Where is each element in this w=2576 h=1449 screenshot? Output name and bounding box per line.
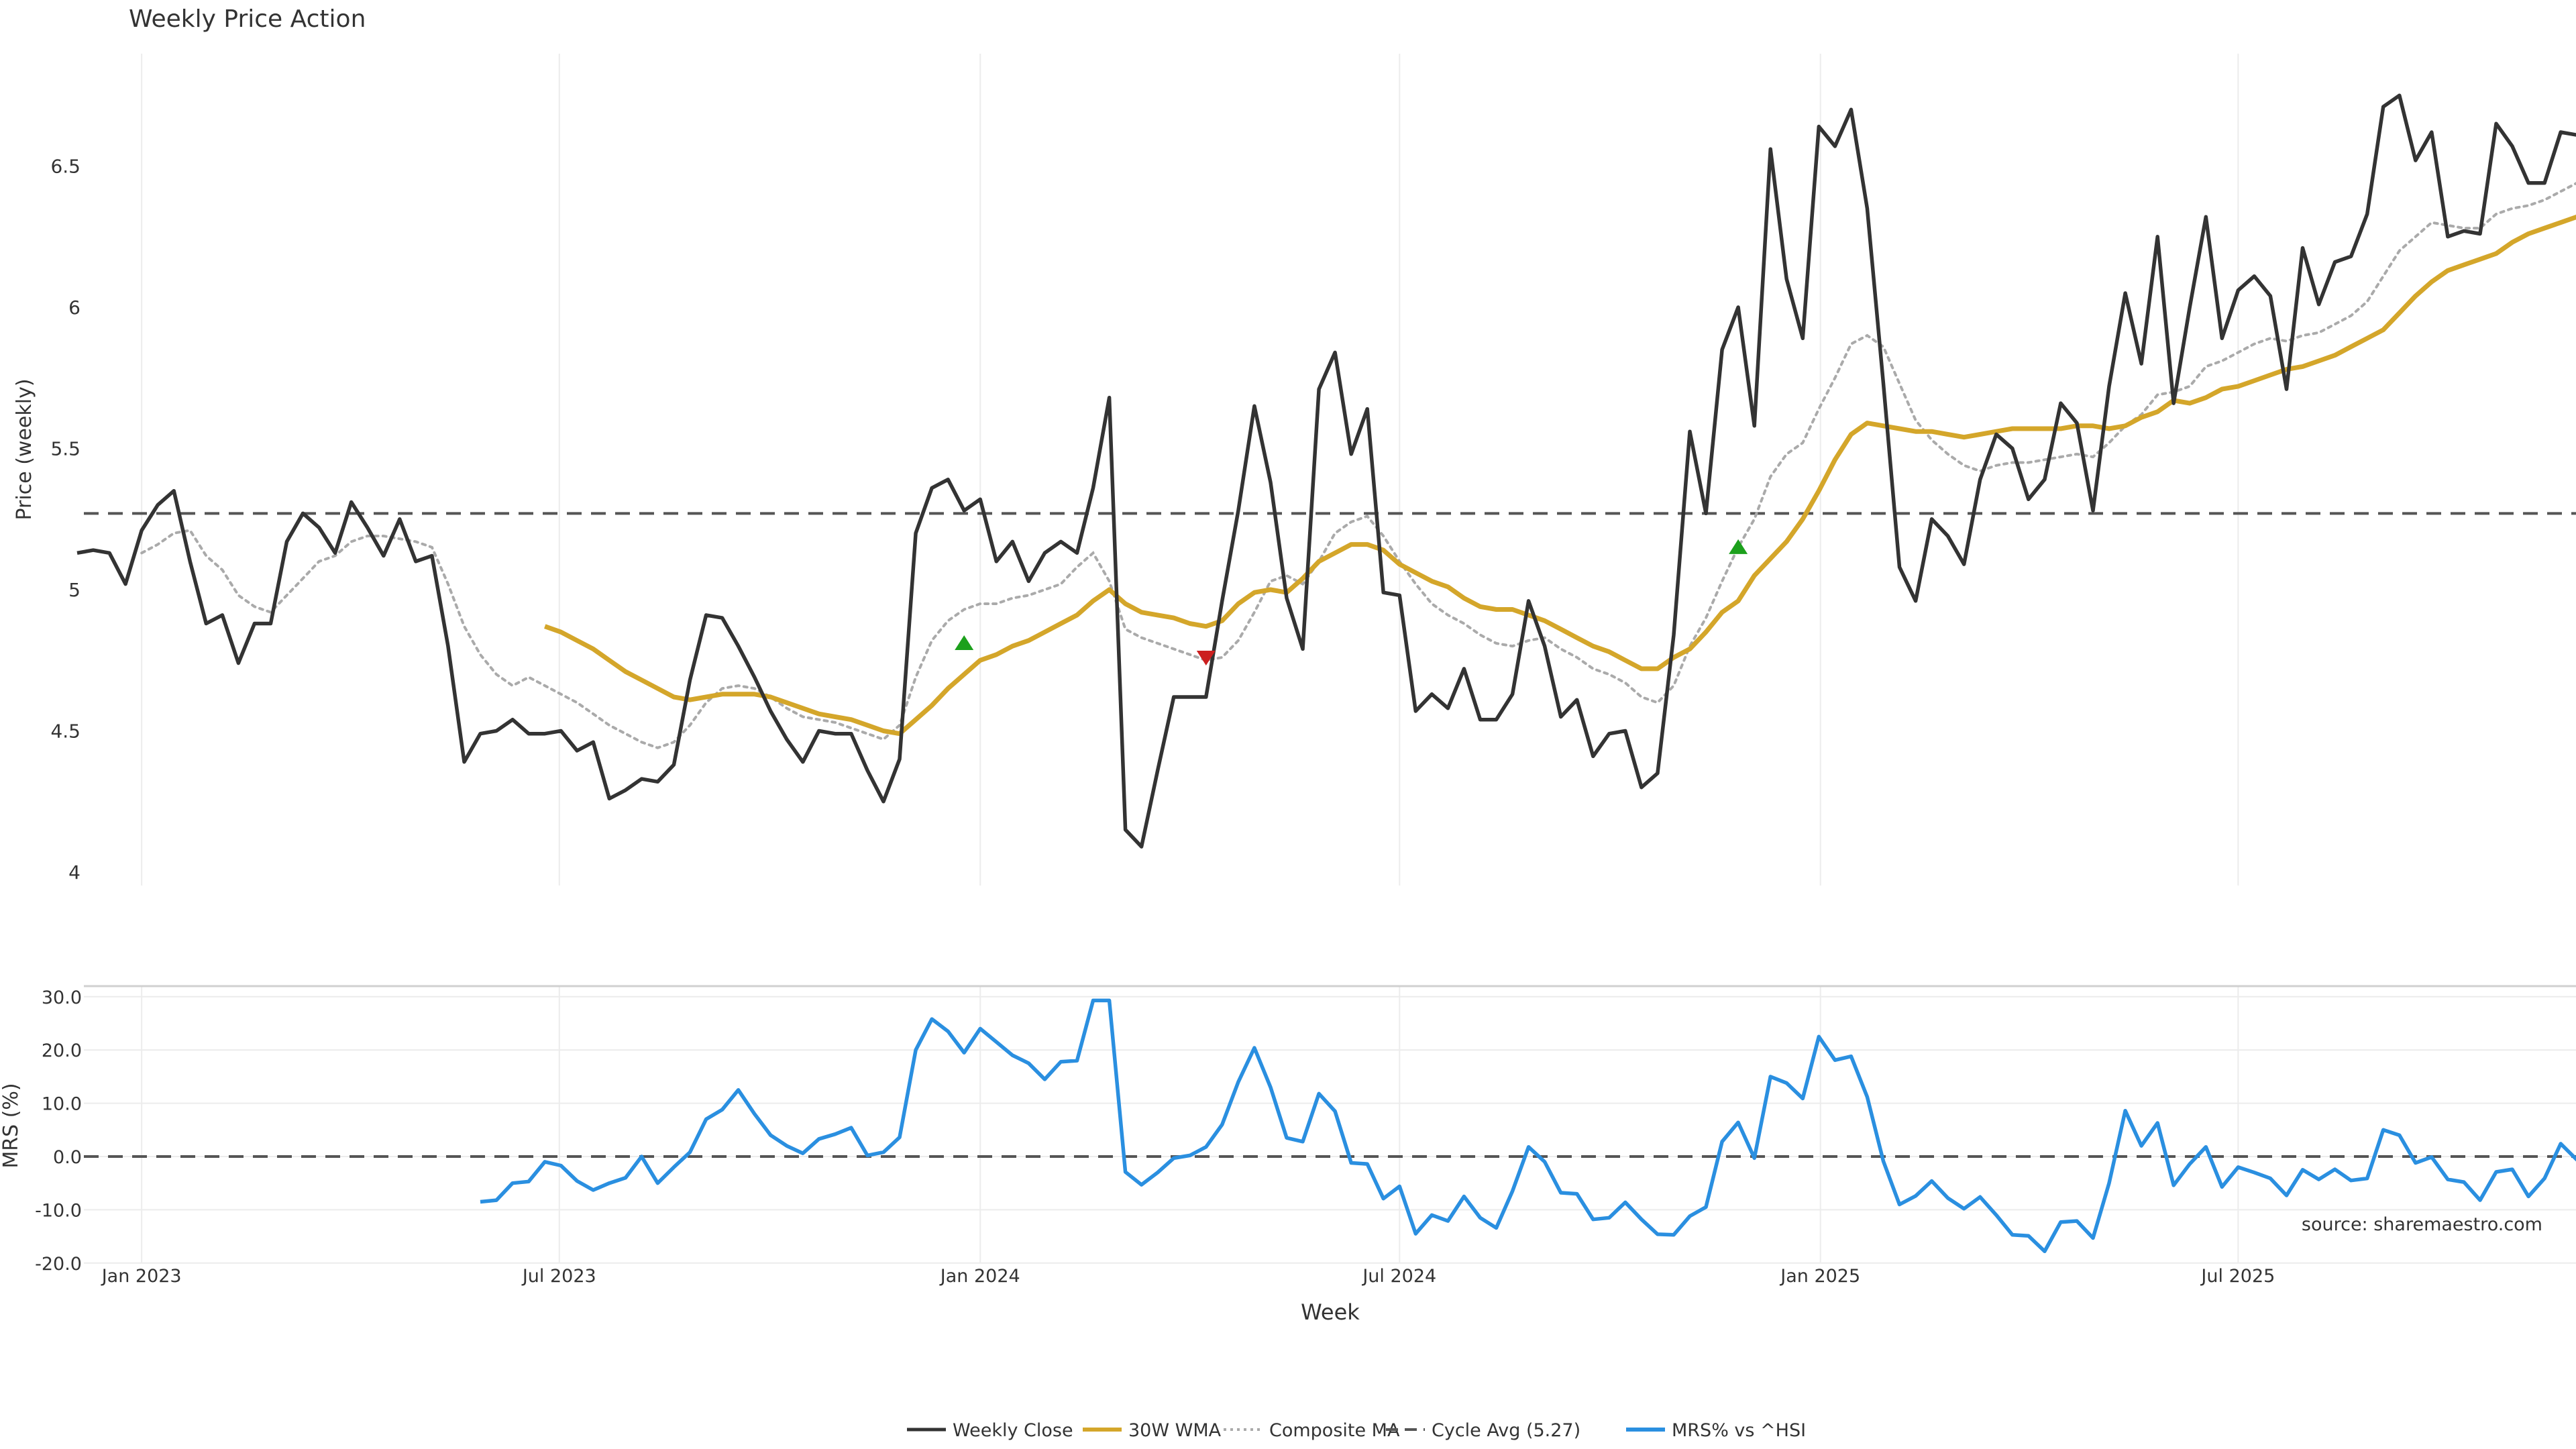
x-tick-label: Jul 2024 [1361, 1266, 1436, 1287]
legend-label: Weekly Close [953, 1420, 1073, 1441]
signal-up-marker [955, 635, 974, 650]
mrs-y-tick-label: 20.0 [42, 1040, 82, 1061]
chart-title: Weekly Price Action [129, 5, 366, 33]
price-y-tick-label: 5.5 [50, 438, 80, 460]
legend-item: MRS% vs ^HSI [1626, 1420, 1806, 1441]
legend-item: Cycle Avg (5.27) [1386, 1420, 1580, 1441]
signal-down-marker [1196, 651, 1216, 666]
mrs-y-ticks: -20.0 -10.0 0.0 10.0 20.0 30.0 [35, 987, 82, 1275]
price-y-tick-label: 6 [68, 297, 80, 319]
mrs-y-tick-label: -10.0 [35, 1200, 82, 1221]
mrs-y-tick-label: 10.0 [42, 1094, 82, 1115]
series-weekly-close [76, 93, 2576, 849]
mrs-y-tick-label: -20.0 [35, 1254, 82, 1275]
price-y-tick-label: 4.5 [50, 720, 80, 743]
legend-label: MRS% vs ^HSI [1672, 1420, 1806, 1441]
price-grid [141, 54, 2239, 885]
series-30w-wma [544, 214, 2576, 737]
series-mrs [480, 998, 2576, 1254]
mrs-y-tick-label: 30.0 [42, 987, 82, 1008]
legend-label: Cycle Avg (5.27) [1432, 1420, 1580, 1441]
price-y-tick-label: 6.5 [50, 156, 80, 178]
legend: Weekly Close 30W WMA Composite MA Cycle Avg… [907, 1420, 1806, 1441]
price-y-axis-label: Price (weekly) [13, 378, 36, 520]
legend-item: Weekly Close [907, 1420, 1073, 1441]
x-tick-label: Jan 2025 [1779, 1266, 1860, 1287]
mrs-grid [84, 986, 2576, 1264]
legend-item: Composite MA [1224, 1420, 1400, 1441]
x-axis-label: Week [1301, 1299, 1360, 1325]
signal-up-marker [1729, 539, 1748, 554]
x-tick-label: Jul 2025 [2200, 1266, 2275, 1287]
source-note: source: sharemaestro.com [2302, 1214, 2542, 1235]
price-y-ticks: 4 4.5 5 5.5 6 6.5 [50, 156, 80, 884]
price-y-tick-label: 5 [68, 579, 80, 601]
series-composite-ma [140, 182, 2576, 749]
legend-item: 30W WMA [1083, 1420, 1222, 1441]
x-ticks: Jan 2023 Jul 2023 Jan 2024 Jul 2024 Jan 2025… [101, 1266, 2275, 1287]
x-tick-label: Jan 2023 [101, 1266, 182, 1287]
mrs-y-axis-label: MRS (%) [0, 1083, 23, 1168]
price-y-tick-label: 4 [68, 861, 80, 883]
signal-markers [955, 539, 1748, 666]
mrs-y-tick-label: 0.0 [53, 1147, 82, 1168]
legend-label: Composite MA [1269, 1420, 1400, 1441]
x-tick-label: Jan 2024 [939, 1266, 1020, 1287]
legend-label: 30W WMA [1128, 1420, 1222, 1441]
x-tick-label: Jul 2023 [521, 1266, 596, 1287]
